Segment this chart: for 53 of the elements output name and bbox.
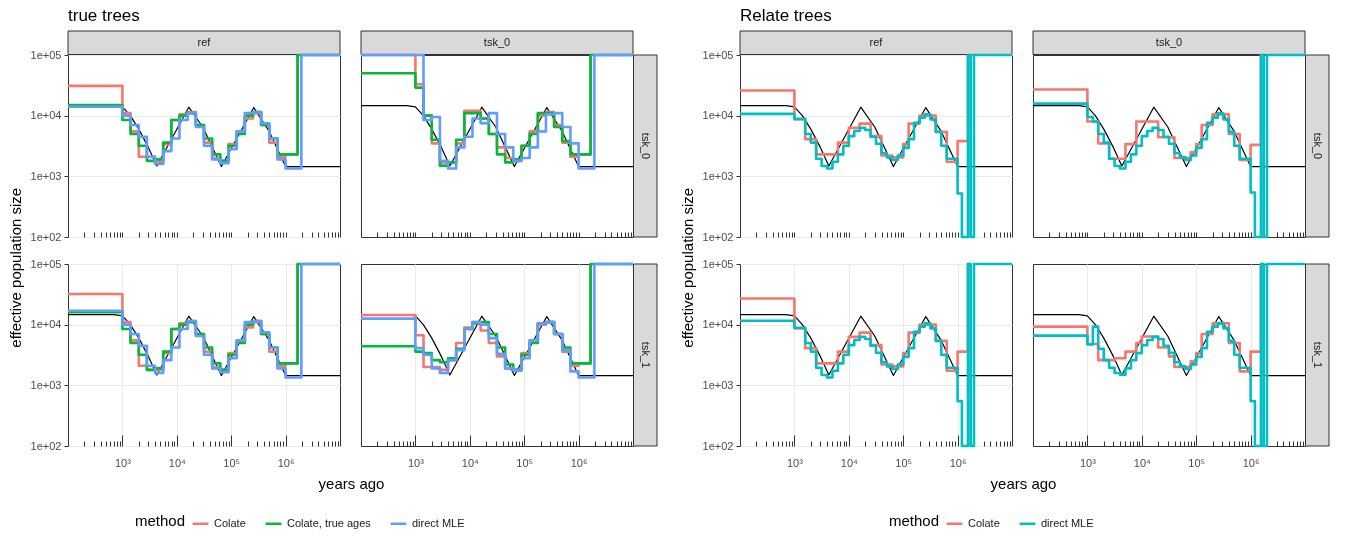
y-tick-label: 1e+05 <box>702 257 734 270</box>
x-tick-label: 10³ <box>407 456 425 469</box>
y-tick-label: 1e+04 <box>702 318 734 331</box>
x-tick-label: 10⁴ <box>1133 456 1152 469</box>
y-tick-label: 1e+04 <box>30 318 62 331</box>
y-axis-title: effective population size <box>6 187 24 348</box>
chart-title: Relate trees <box>740 5 832 25</box>
chart-title: true trees <box>68 5 140 25</box>
y-tick-label: 1e+02 <box>30 230 62 243</box>
legend-label: direct MLE <box>412 516 465 529</box>
y-tick-label: 1e+05 <box>702 48 734 61</box>
y-tick-label: 1e+03 <box>702 169 734 182</box>
y-tick-label: 1e+05 <box>30 48 62 61</box>
y-tick-label: 1e+02 <box>702 439 734 452</box>
y-tick-label: 1e+05 <box>30 257 62 270</box>
legend-label: direct MLE <box>1041 516 1094 529</box>
y-tick-label: 1e+03 <box>30 169 62 182</box>
x-tick-label: 10⁶ <box>949 456 967 469</box>
legend-title: method <box>889 512 940 529</box>
y-tick-label: 1e+04 <box>30 109 62 122</box>
y2-axis-title: tsk_1 <box>640 341 652 369</box>
y2-axis-title: tsk_1 <box>1312 341 1324 369</box>
y-tick-label: 1e+03 <box>702 378 734 391</box>
y-tick-label: 1e+03 <box>30 378 62 391</box>
x-tick-label: 10³ <box>114 456 132 469</box>
chart-subtitle: ref <box>197 36 212 48</box>
x-axis-title: years ago <box>318 474 385 492</box>
x-tick-label: 10⁴ <box>840 456 859 469</box>
x-tick-label: 10⁵ <box>223 456 241 469</box>
x-tick-label: 10⁵ <box>516 456 534 469</box>
y2-axis-title: tsk_0 <box>1312 132 1324 160</box>
y2-axis-title: tsk_0 <box>640 132 652 160</box>
legend-label: Colate <box>214 516 246 529</box>
legend-label: Colate <box>968 516 1000 529</box>
x-tick-label: 10⁴ <box>168 456 187 469</box>
legend-title: method <box>135 512 186 529</box>
legend-label: Colate, true ages <box>287 516 372 529</box>
chart-subtitle: tsk_0 <box>1155 36 1183 48</box>
x-tick-label: 10⁵ <box>1188 456 1206 469</box>
y-axis-title: effective population size <box>678 187 696 348</box>
chart-subtitle: ref <box>869 36 884 48</box>
y-tick-label: 1e+02 <box>702 230 734 243</box>
chart-subtitle: tsk_0 <box>483 36 511 48</box>
y-tick-label: 1e+04 <box>702 109 734 122</box>
x-tick-label: 10⁶ <box>570 456 588 469</box>
y-tick-label: 1e+02 <box>30 439 62 452</box>
x-tick-label: 10⁵ <box>895 456 913 469</box>
x-tick-label: 10⁶ <box>277 456 295 469</box>
x-tick-label: 10³ <box>786 456 804 469</box>
x-tick-label: 10⁶ <box>1242 456 1260 469</box>
x-axis-title: years ago <box>990 474 1057 492</box>
x-tick-label: 10³ <box>1079 456 1097 469</box>
x-tick-label: 10⁴ <box>461 456 480 469</box>
